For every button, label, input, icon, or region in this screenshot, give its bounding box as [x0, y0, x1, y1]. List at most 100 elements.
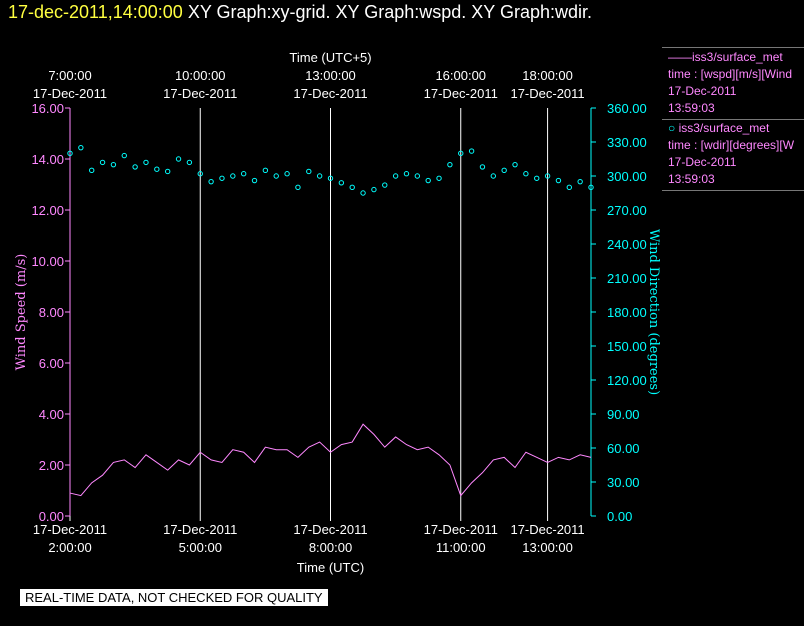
y-right-tick-label: 360.00: [607, 101, 647, 116]
x-tick-label-time: 13:00:00: [522, 540, 573, 555]
series-point-wdir: [414, 173, 421, 179]
line-swatch-icon: ——: [668, 50, 692, 64]
top-tick-label-date: 17-Dec-2011: [510, 86, 584, 101]
series-point-wdir: [78, 144, 84, 151]
y-left-tick-label: 0.00: [39, 509, 64, 524]
x-tick-label-time: 8:00:00: [309, 540, 352, 555]
x-tick-label-date: 17-Dec-2011: [163, 522, 237, 537]
x-tick-label-date: 17-Dec-2011: [510, 522, 584, 537]
series-point-wdir: [403, 171, 410, 177]
top-tick-label-date: 17-Dec-2011: [293, 86, 367, 101]
series-point-wdir: [89, 167, 95, 174]
series-point-wdir: [479, 164, 486, 170]
legend-wdir-name: iss3/surface_met: [678, 121, 770, 135]
top-tick-label-time: 7:00:00: [48, 68, 91, 83]
series-point-wdir: [544, 173, 551, 179]
legend-wdir-line1: time : [wdir][degrees][W: [668, 138, 795, 152]
series-point-wdir: [262, 167, 269, 174]
y-left-tick-label: 4.00: [39, 407, 64, 422]
y-left-tick-label: 6.00: [39, 356, 64, 371]
x-tick-label-date: 17-Dec-2011: [33, 522, 107, 537]
y-right-axis-title: Wind Direction (degrees): [646, 229, 661, 395]
series-point-wdir: [175, 156, 182, 162]
series-point-wdir: [154, 166, 160, 172]
series-point-wdir: [273, 173, 279, 179]
legend-wspd: ——iss3/surface_met time : [wspd][m/s][Wi…: [662, 47, 804, 120]
series-point-wdir: [219, 175, 225, 181]
legend-wspd-line3: 13:59:03: [668, 101, 715, 115]
legend-wspd-title: ——iss3/surface_met: [662, 49, 804, 66]
top-tick-label-date: 17-Dec-2011: [163, 86, 237, 101]
series-point-wdir: [230, 173, 236, 179]
y-right-tick-label: 330.00: [607, 135, 647, 150]
y-left-tick-label: 12.00: [31, 203, 64, 218]
circle-marker-icon: ○: [668, 121, 679, 135]
series-point-wdir: [164, 168, 171, 175]
series-point-wdir: [436, 175, 442, 181]
series-point-wdir: [382, 182, 388, 188]
top-tick-label-date: 17-Dec-2011: [424, 86, 498, 101]
series-point-wdir: [143, 159, 149, 166]
y-right-tick-label: 210.00: [607, 271, 647, 286]
header-titles: XY Graph:xy-grid. XY Graph:wspd. XY Grap…: [187, 2, 593, 22]
series-point-wdir: [197, 171, 203, 177]
y-left-tick-label: 8.00: [39, 305, 64, 320]
legend-wspd-line1: time : [wspd][m/s][Wind: [668, 67, 793, 81]
legend-wdir-line2: 17-Dec-2011: [668, 155, 737, 169]
series-point-wdir: [512, 161, 518, 168]
series-point-wdir: [67, 150, 73, 157]
x-tick-label-time: 11:00:00: [436, 540, 486, 555]
series-point-wdir: [468, 148, 475, 154]
series-point-wdir: [458, 150, 464, 157]
series-point-wdir: [555, 177, 562, 184]
x-tick-label-date: 17-Dec-2011: [293, 522, 367, 537]
series-point-wdir: [121, 152, 127, 159]
series-point-wdir: [338, 180, 345, 186]
series-point-wdir: [523, 171, 529, 177]
series-point-wdir: [588, 184, 594, 191]
series-point-wdir: [392, 173, 399, 179]
y-left-axis-title: Wind Speed (m/s): [14, 254, 29, 371]
legend-wdir: ○ iss3/surface_met time : [wdir][degrees…: [662, 120, 804, 191]
x-tick-label-time: 2:00:00: [48, 540, 91, 555]
legend-wdir-title: ○ iss3/surface_met: [662, 120, 804, 137]
series-point-wdir: [316, 173, 323, 179]
y-right-tick-label: 90.00: [607, 407, 640, 422]
series-point-wdir: [295, 184, 301, 191]
series-point-wdir: [327, 175, 334, 181]
series-point-wdir: [132, 164, 138, 170]
top-tick-label-time: 10:00:00: [175, 68, 226, 83]
quality-note: REAL-TIME DATA, NOT CHECKED FOR QUALITY: [20, 589, 328, 606]
chart-header: 17-dec-2011,14:00:00 XY Graph:xy-grid. X…: [8, 2, 592, 23]
y-left-tick-label: 2.00: [39, 458, 64, 473]
series-point-wdir: [110, 161, 117, 168]
y-right-tick-label: 150.00: [607, 339, 647, 354]
y-right-tick-label: 270.00: [607, 203, 647, 218]
series-point-wdir: [501, 167, 507, 174]
series-point-wdir: [240, 171, 247, 177]
y-right-tick-label: 30.00: [607, 475, 640, 490]
header-timestamp: 17-dec-2011,14:00:00: [8, 2, 183, 22]
series-point-wdir: [360, 190, 366, 196]
series-point-wdir: [284, 171, 290, 177]
series-point-wdir: [186, 159, 193, 166]
y-right-tick-label: 120.00: [607, 373, 647, 388]
series-point-wdir: [577, 178, 583, 185]
x-axis-title-top: Time (UTC+5): [289, 50, 371, 65]
x-tick-label-time: 5:00:00: [179, 540, 222, 555]
y-left-tick-label: 16.00: [31, 101, 64, 116]
series-point-wdir: [251, 177, 258, 184]
legend-wspd-name: iss3/surface_met: [692, 50, 783, 64]
series-point-wdir: [447, 161, 453, 168]
series-point-wdir: [99, 159, 106, 166]
series-point-wdir: [306, 168, 312, 175]
y-left-tick-label: 10.00: [31, 254, 64, 269]
y-right-tick-label: 60.00: [607, 441, 640, 456]
y-right-tick-label: 180.00: [607, 305, 647, 320]
top-tick-label-time: 13:00:00: [305, 68, 356, 83]
y-left-tick-label: 14.00: [31, 152, 64, 167]
legend-wdir-line3: 13:59:03: [668, 172, 715, 186]
series-point-wdir: [208, 178, 214, 185]
x-axis-title-bottom: Time (UTC): [297, 560, 364, 575]
